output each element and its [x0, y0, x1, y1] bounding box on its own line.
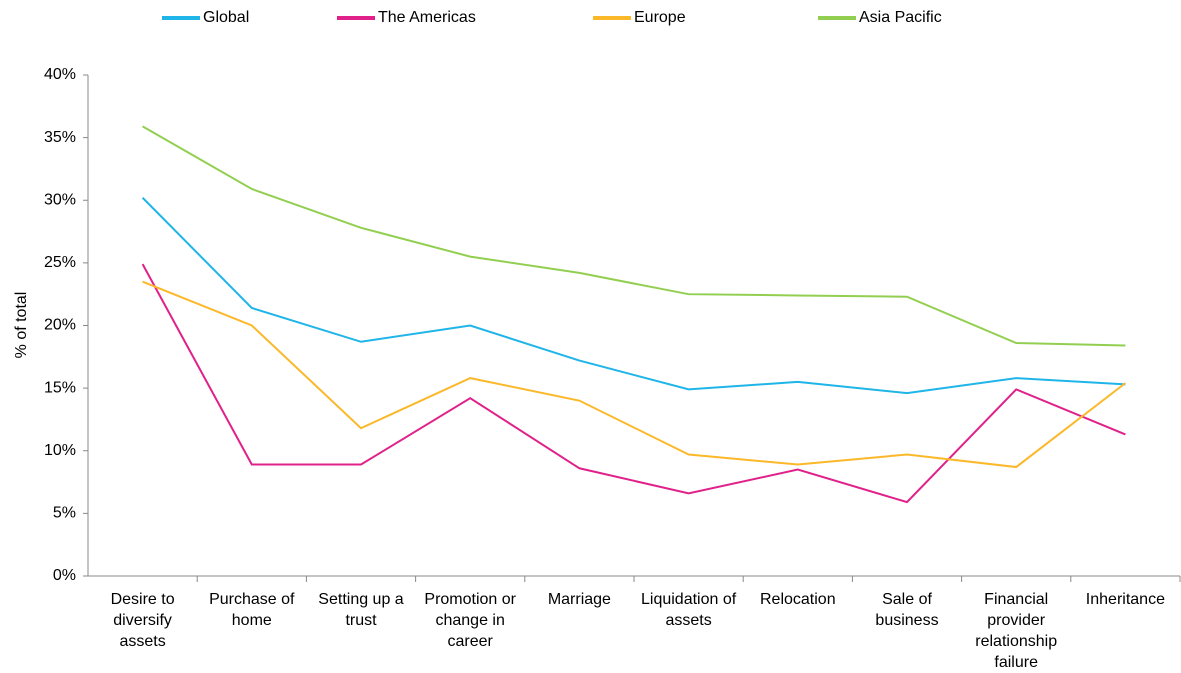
x-tick-label: Promotion or change in career: [424, 591, 516, 650]
y-tick-label: 0%: [53, 567, 76, 584]
legend-label: Global: [203, 9, 249, 26]
line-series: [142, 280, 1127, 469]
x-tick-label: Setting up a trust: [318, 591, 404, 629]
x-tick-label: Inheritance: [1085, 591, 1165, 608]
y-tick-label: 20%: [44, 317, 76, 334]
y-tick-label: 10%: [44, 442, 76, 459]
legend-label: The Americas: [378, 9, 476, 26]
legend-label: Europe: [634, 9, 686, 26]
x-tick-label: Desire to diversify assets: [110, 591, 175, 650]
x-tick-label: Marriage: [547, 591, 611, 608]
legend-label: Asia Pacific: [859, 9, 942, 26]
line-series: [141, 197, 1126, 395]
y-axis-label: % of total: [13, 292, 30, 359]
x-tick-label: Sale of business: [875, 591, 939, 629]
x-tick-label: Purchase of home: [209, 591, 295, 629]
y-tick-label: 5%: [53, 505, 76, 522]
x-tick-label: Liquidation of assets: [641, 591, 737, 629]
line-series: [142, 125, 1126, 347]
y-tick-label: 25%: [44, 254, 76, 271]
line-series: [141, 263, 1126, 504]
x-tick-label: Financial provider relationship failure: [975, 591, 1058, 671]
y-tick-label: 40%: [44, 66, 76, 83]
y-tick-label: 15%: [44, 379, 76, 396]
y-tick-label: 30%: [44, 191, 76, 208]
x-tick-label: Relocation: [759, 591, 836, 608]
y-tick-label: 35%: [44, 129, 76, 146]
